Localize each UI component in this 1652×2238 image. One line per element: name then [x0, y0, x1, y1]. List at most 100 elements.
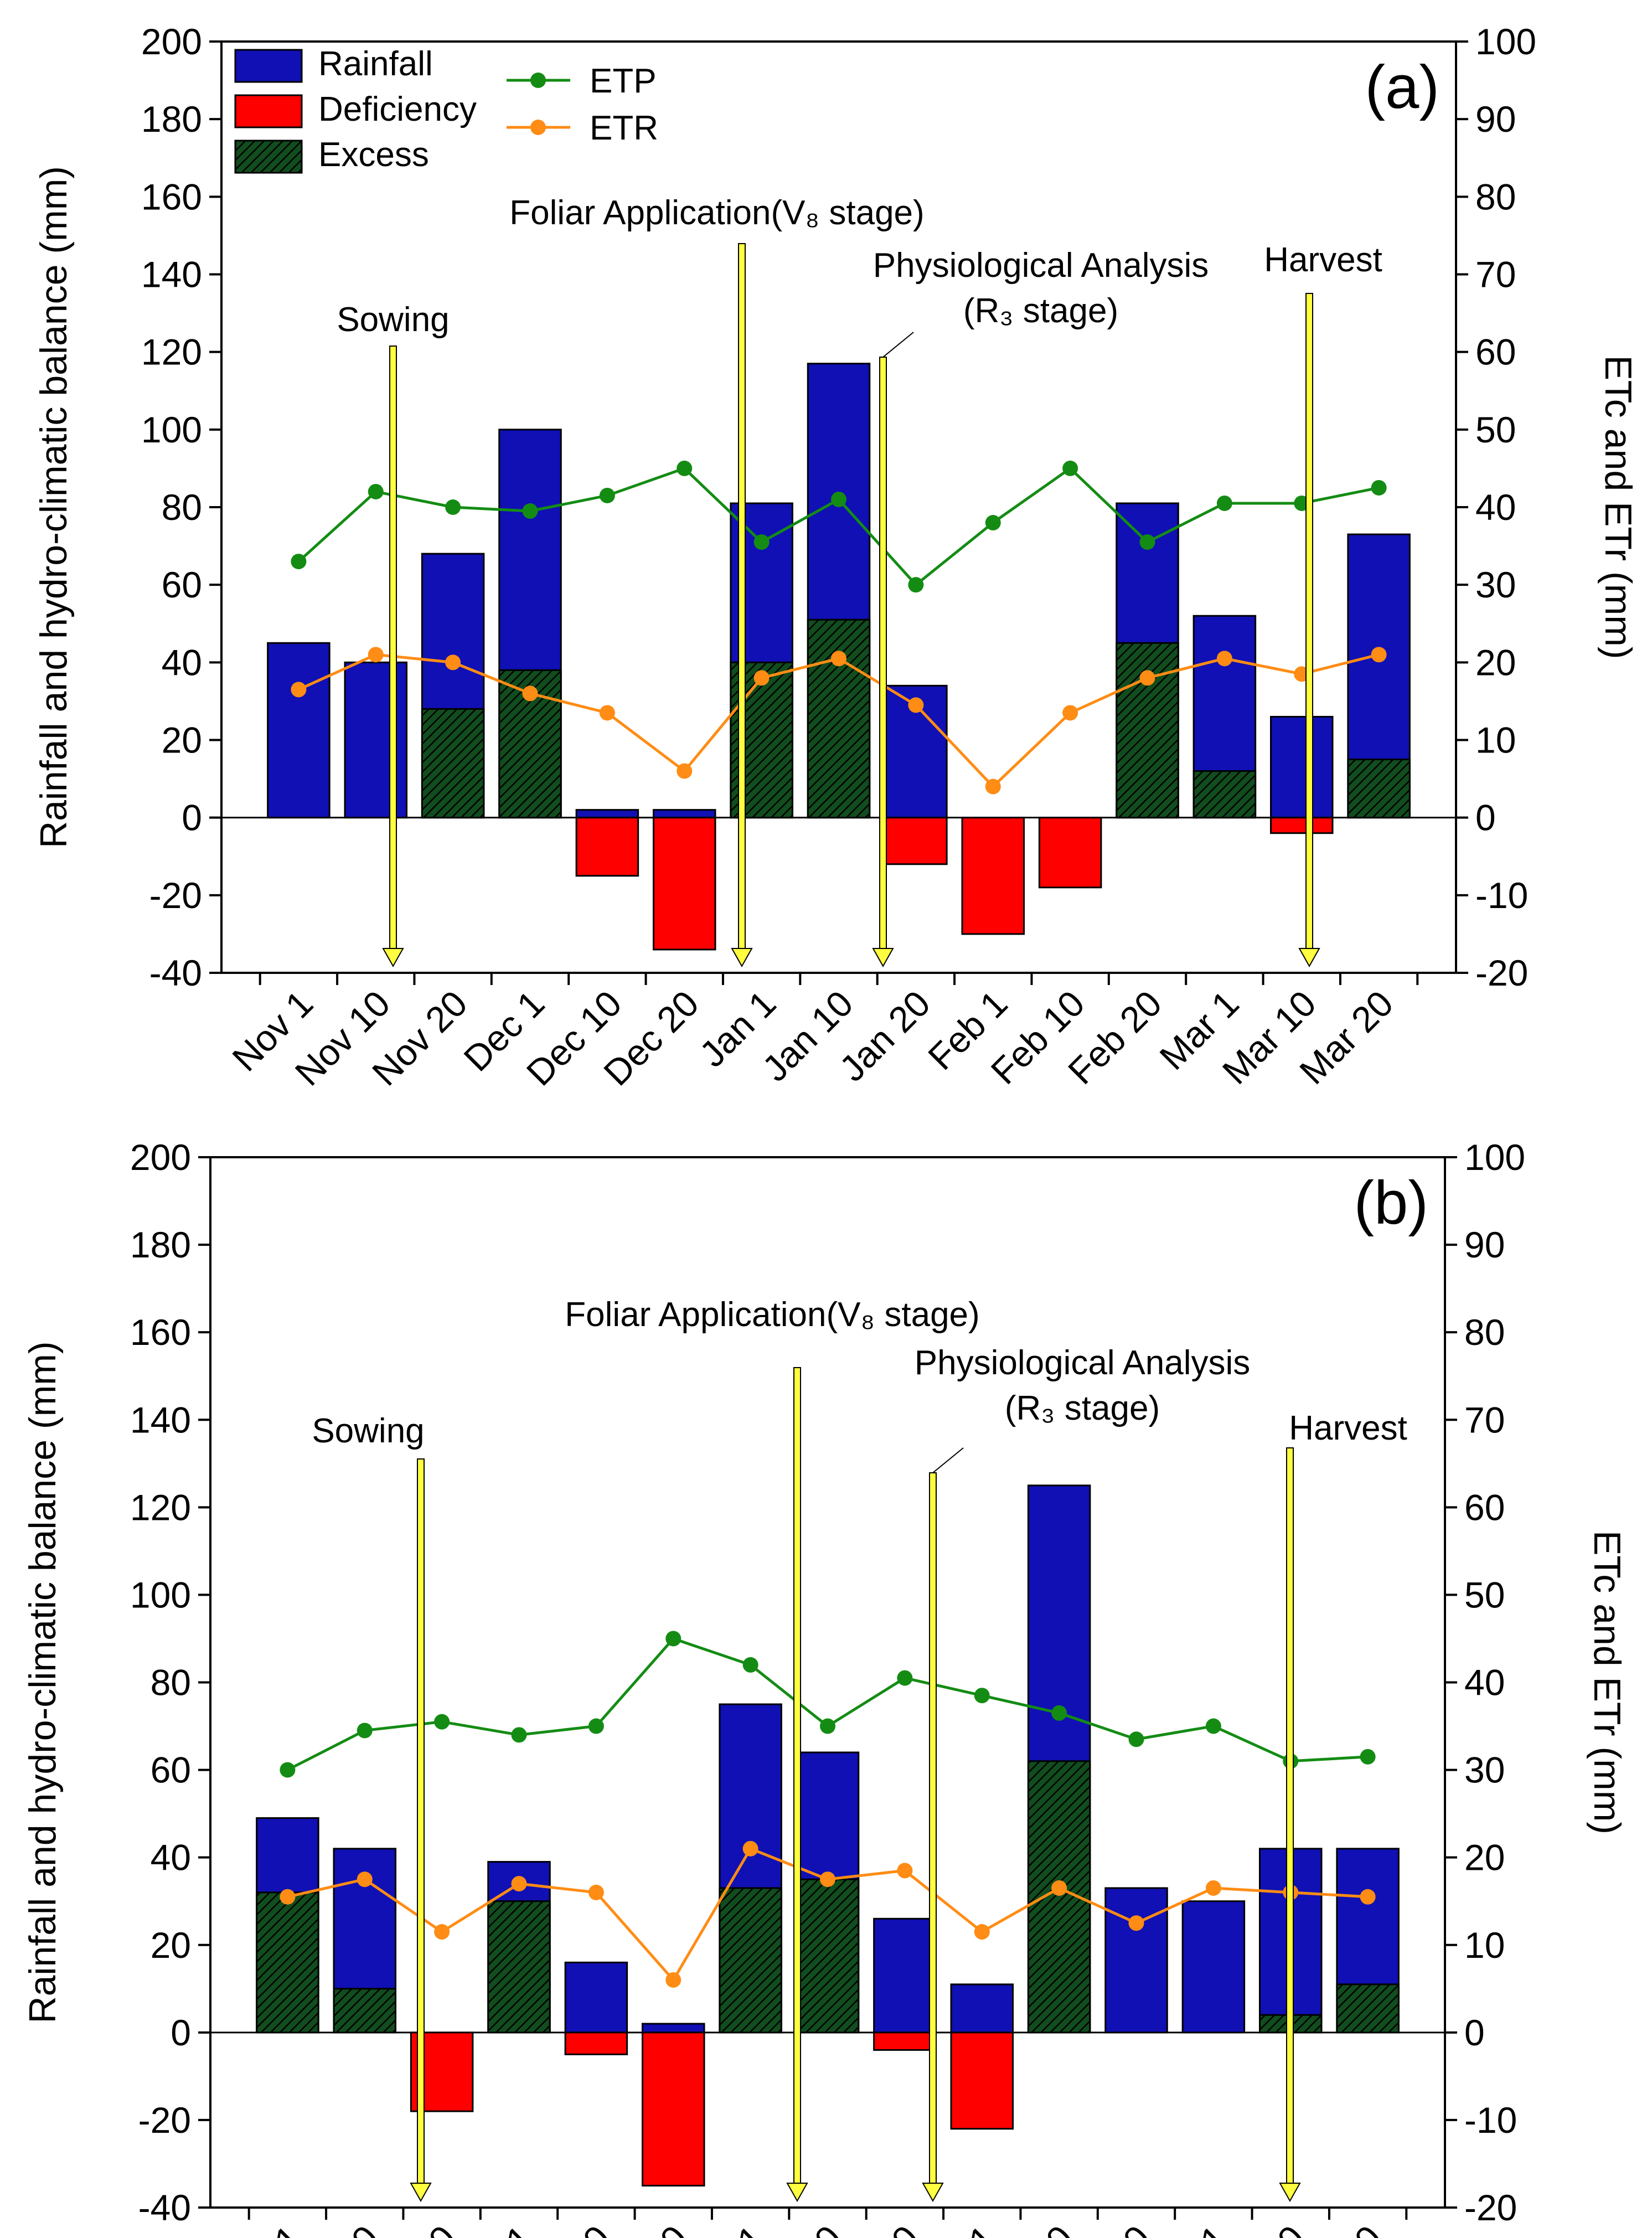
etr-point	[368, 647, 384, 663]
etp-point	[677, 460, 693, 476]
etr-point	[291, 682, 307, 698]
etp-point	[985, 515, 1001, 531]
etp-point	[1062, 460, 1078, 476]
etr-point	[742, 1840, 758, 1857]
right-tick-label: 60	[1475, 332, 1516, 373]
etp-point	[588, 1718, 604, 1734]
annotation-arrowhead	[1279, 2183, 1301, 2203]
etr-point	[1216, 651, 1232, 667]
annotation-arrowhead	[786, 2183, 808, 2203]
etp-point	[445, 499, 461, 515]
annotation-label: Foliar Application(V₈ stage)	[509, 194, 924, 232]
etr-point	[908, 697, 924, 713]
left-tick-label: 160	[130, 1312, 191, 1353]
etr-point	[511, 1876, 527, 1892]
legend-label-deficiency: Deficiency	[318, 90, 477, 128]
right-tick-label: -20	[1464, 2187, 1517, 2228]
deficiency-bar	[1038, 817, 1102, 889]
etp-line	[287, 1637, 1368, 1771]
etp-point	[1139, 534, 1155, 550]
excess-bar	[333, 1988, 396, 2034]
right-tick-label: -20	[1475, 952, 1528, 993]
etp-point	[897, 1670, 913, 1686]
etr-point	[665, 1972, 682, 1988]
legend-swatch-deficiency	[234, 94, 303, 128]
left-tick-label: 140	[130, 1399, 191, 1440]
deficiency-bar	[884, 817, 948, 865]
left-tick-label: 0	[182, 797, 202, 838]
etr-point	[974, 1924, 990, 1940]
deficiency-bar	[961, 817, 1025, 935]
right-tick-label: 20	[1475, 642, 1516, 683]
etp-point	[1205, 1718, 1221, 1734]
etp-point	[974, 1688, 990, 1704]
etr-point	[985, 778, 1001, 795]
right-tick-label: -10	[1475, 875, 1528, 916]
annotation-arrow-shaft	[1286, 1447, 1294, 2185]
y-axis-title-left: Rainfall and hydro-climatic balance (mm)	[22, 1341, 64, 2023]
annotation-arrow-shaft	[793, 1367, 801, 2185]
left-tick-label: 200	[130, 1137, 191, 1178]
right-tick-label: 0	[1475, 797, 1496, 838]
right-tick-label: 70	[1475, 254, 1516, 295]
right-tick-label: 50	[1475, 409, 1516, 450]
legend-label-etr: ETR	[590, 109, 658, 147]
etp-point	[1128, 1731, 1144, 1747]
right-tick-label: 80	[1475, 176, 1516, 217]
annotation-arrowhead	[382, 948, 404, 968]
left-tick-label: 160	[141, 176, 202, 217]
annotation-arrowhead	[922, 2183, 944, 2203]
rainfall-bar	[1181, 1900, 1246, 2034]
legend-marker-etr	[530, 120, 546, 135]
etp-point	[511, 1727, 527, 1743]
annotation-label: Physiological Analysis	[873, 246, 1209, 285]
excess-bar	[1192, 770, 1257, 819]
y-axis-title-left: Rainfall and hydro-climatic balance (mm)	[33, 166, 75, 848]
right-tick-label: 100	[1475, 21, 1536, 62]
right-tick-label: 50	[1464, 1574, 1505, 1615]
annotation-leader	[932, 1447, 964, 1473]
annotation-arrowhead	[410, 2183, 432, 2203]
excess-bar	[1336, 1983, 1400, 2034]
deficiency-bar	[950, 2031, 1014, 2130]
rainfall-bar	[575, 809, 639, 819]
left-tick-label: -20	[149, 875, 202, 916]
right-tick-label: 10	[1475, 720, 1516, 761]
rainfall-bar	[653, 809, 716, 819]
annotation-label: Harvest	[1264, 241, 1382, 279]
left-tick-label: 100	[141, 409, 202, 450]
etp-point	[831, 491, 846, 507]
annotation-arrow-shaft	[929, 1472, 937, 2185]
etp-point	[522, 503, 538, 519]
legend: Rainfall Deficiency Excess ETP ETR	[234, 45, 658, 174]
excess-bar	[256, 1891, 319, 2034]
deficiency-bar	[873, 2031, 937, 2051]
left-tick-label: 180	[130, 1224, 191, 1265]
rainfall-bar	[873, 1917, 937, 2034]
left-tick-label: 80	[162, 487, 202, 528]
etr-point	[588, 1884, 604, 1900]
etr-point	[445, 654, 461, 671]
etr-point	[1128, 1915, 1144, 1931]
rainfall-bar	[267, 642, 331, 819]
excess-bar	[487, 1900, 551, 2034]
etr-point	[897, 1863, 913, 1879]
etr-point	[599, 705, 615, 721]
etr-point	[1360, 1889, 1376, 1905]
x-tick-label: Feb 1	[909, 2218, 1004, 2238]
left-tick-label: 40	[151, 1837, 191, 1878]
deficiency-bar	[653, 817, 716, 951]
deficiency-bar	[1270, 817, 1334, 834]
left-tick-label: 140	[141, 254, 202, 295]
right-tick-label: 100	[1464, 1137, 1525, 1178]
chart-panel-a: -40 -20 0 20 40 60 80 100 120 140 160 180 200 -20 -10 0…	[33, 21, 1639, 1094]
etp-point	[434, 1714, 450, 1730]
etr-point	[820, 1871, 835, 1888]
rainfall-bar	[344, 661, 407, 819]
excess-bar	[719, 1887, 782, 2034]
etr-point	[831, 651, 846, 667]
right-tick-label: 0	[1464, 2012, 1485, 2053]
right-tick-label: 30	[1475, 564, 1516, 605]
